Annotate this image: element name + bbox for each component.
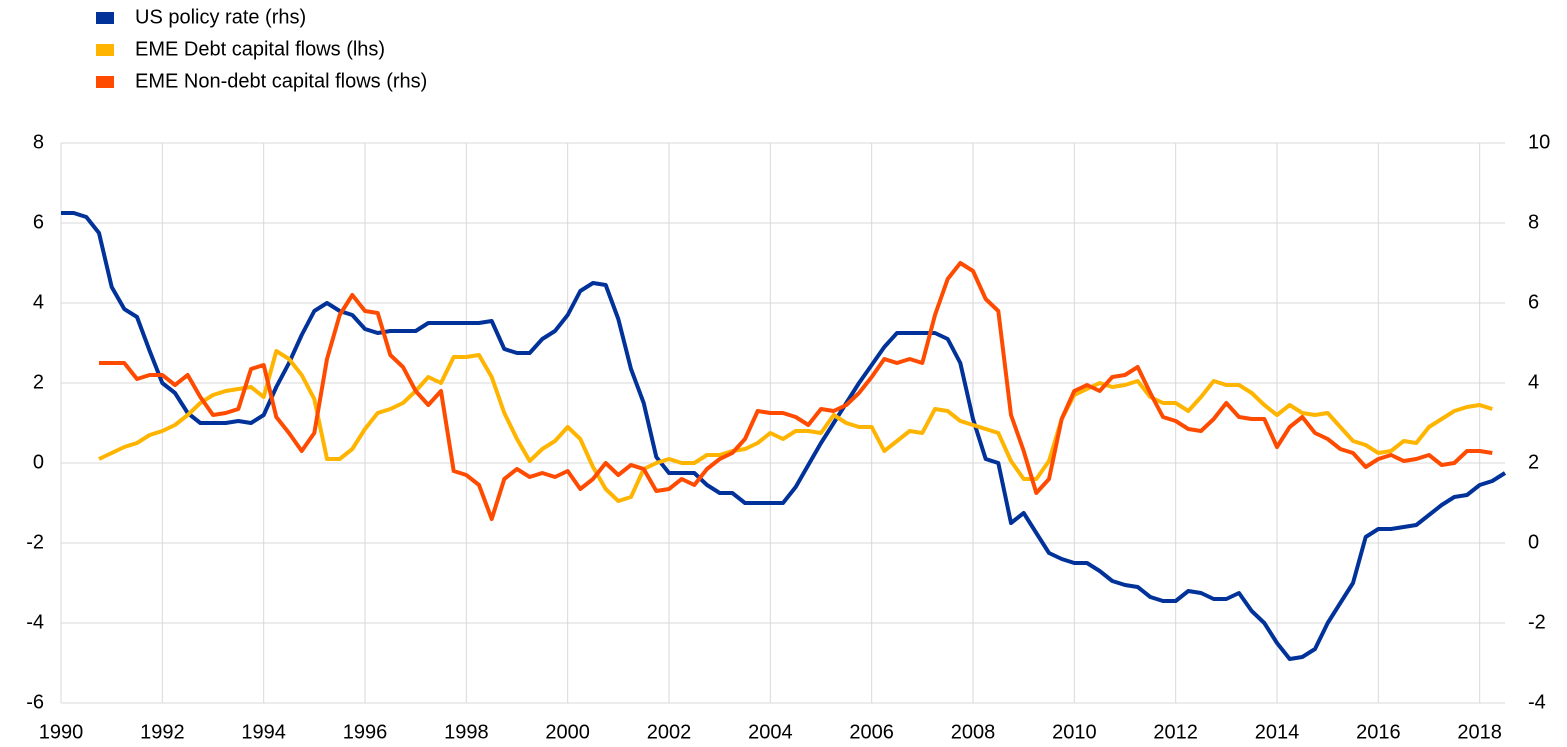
y-tick-label: 6	[33, 211, 44, 233]
x-tick-label: 1992	[140, 721, 185, 743]
legend-label: EME Non-debt capital flows (rhs)	[135, 70, 427, 92]
y2-tick-label: 10	[1528, 131, 1550, 153]
x-tick-label: 2002	[647, 721, 692, 743]
y2-tick-label: 2	[1528, 451, 1539, 473]
y2-tick-label: 4	[1528, 371, 1539, 393]
y-tick-label: -4	[26, 611, 44, 633]
x-tick-label: 2016	[1356, 721, 1401, 743]
x-tick-label: 1996	[343, 721, 388, 743]
y2-tick-label: 8	[1528, 211, 1539, 233]
y-tick-label: -2	[26, 531, 44, 553]
legend-swatch	[96, 76, 114, 88]
y-tick-label: -6	[26, 691, 44, 713]
y2-tick-label: -2	[1528, 611, 1546, 633]
y-tick-label: 4	[33, 291, 44, 313]
y2-tick-label: 6	[1528, 291, 1539, 313]
x-tick-label: 2012	[1153, 721, 1198, 743]
x-tick-label: 2010	[1052, 721, 1097, 743]
x-tick-label: 2000	[545, 721, 590, 743]
x-tick-label: 1998	[444, 721, 489, 743]
x-tick-label: 2018	[1457, 721, 1502, 743]
y2-tick-label: -4	[1528, 691, 1546, 713]
y-tick-label: 8	[33, 131, 44, 153]
legend-swatch	[96, 44, 114, 56]
line	[61, 211, 1507, 661]
x-tick-label: 2004	[748, 721, 793, 743]
x-tick-label: 1990	[39, 721, 84, 743]
legend-swatch	[96, 12, 114, 24]
y-tick-label: 2	[33, 371, 44, 393]
x-tick-label: 1994	[241, 721, 286, 743]
legend-label: US policy rate (rhs)	[135, 6, 306, 28]
legend-label: EME Debt capital flows (lhs)	[135, 38, 385, 60]
x-tick-label: 2014	[1255, 721, 1300, 743]
x-tick-label: 2008	[951, 721, 996, 743]
line	[98, 349, 1493, 503]
x-tick-label: 2006	[849, 721, 894, 743]
y2-tick-label: 0	[1528, 531, 1539, 553]
y-tick-label: 0	[33, 451, 44, 473]
line	[99, 261, 1493, 521]
